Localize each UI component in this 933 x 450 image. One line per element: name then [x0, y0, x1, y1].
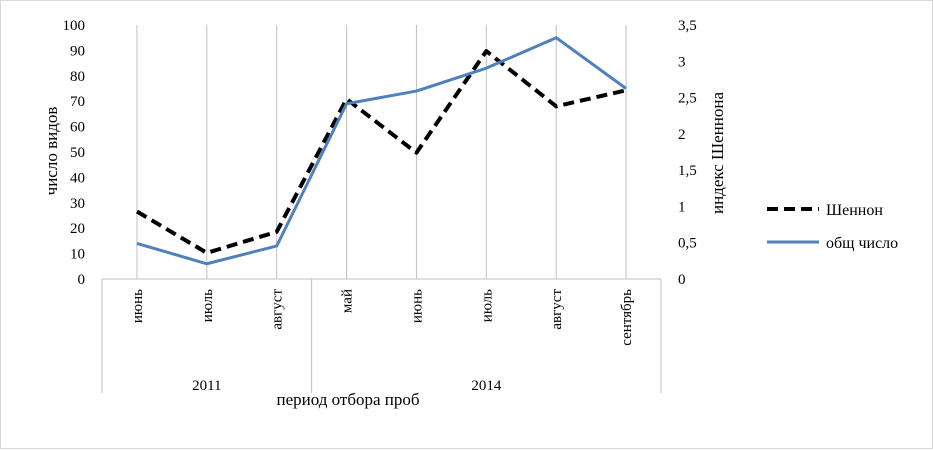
- left-axis-ticks: 0 10 20 30 40 50 60 70 80 90 100: [63, 18, 86, 288]
- category-label: август: [270, 289, 286, 330]
- left-axis-tick-label: 0: [78, 272, 86, 288]
- right-axis-tick-label: 0,5: [678, 236, 697, 252]
- legend-shannon-label: Шеннон: [826, 202, 883, 219]
- year-group-label: 2011: [192, 378, 221, 394]
- series-line-total: [136, 36, 627, 266]
- left-axis-tick-label: 90: [70, 43, 85, 59]
- right-axis-tick-label: 1: [678, 199, 686, 215]
- left-axis-tick-label: 20: [70, 221, 85, 237]
- left-axis-tick-label: 100: [63, 18, 86, 34]
- category-label: июль: [200, 289, 216, 322]
- right-axis-tick-label: 2,5: [678, 91, 697, 107]
- category-label: июнь: [409, 289, 425, 323]
- left-axis-tick-label: 30: [70, 196, 85, 212]
- year-group-label: 2014: [471, 378, 502, 394]
- right-axis-title: индекс Шеннона: [708, 92, 727, 215]
- right-axis-tick-label: 1,5: [678, 163, 697, 179]
- legend: Шеннон общ число: [767, 202, 898, 252]
- left-axis-tick-label: 50: [70, 145, 85, 161]
- category-gridlines: [136, 25, 627, 279]
- category-label: июнь: [130, 289, 146, 323]
- legend-total-label: общ число: [826, 235, 898, 252]
- x-axis-title: период отбора проб: [276, 390, 419, 409]
- category-label: май: [340, 289, 356, 313]
- right-axis-ticks: 0 0,5 1 1,5 2 2,5 3 3,5: [678, 18, 697, 288]
- series-lines: [135, 36, 627, 266]
- category-label: август: [549, 289, 565, 330]
- left-axis-title: число видов: [42, 107, 61, 196]
- right-axis-tick-label: 3: [678, 54, 686, 70]
- right-axis-tick-label: 3,5: [678, 18, 697, 34]
- right-axis-tick-label: 2: [678, 127, 686, 143]
- left-axis-tick-label: 60: [70, 120, 85, 136]
- year-group-labels: 2011 2014: [192, 378, 502, 394]
- category-labels: июнь июль август май июнь июль август сентябрь: [130, 289, 635, 346]
- axes: [101, 278, 662, 393]
- left-axis-tick-label: 80: [70, 69, 85, 85]
- series-line-shannon: [135, 49, 627, 255]
- left-axis-tick-label: 10: [70, 247, 85, 263]
- right-axis-tick-label: 0: [678, 272, 686, 288]
- category-label: сентябрь: [619, 289, 635, 346]
- category-label: июль: [479, 289, 495, 322]
- left-axis-tick-label: 40: [70, 170, 85, 186]
- left-axis-tick-label: 70: [70, 94, 85, 110]
